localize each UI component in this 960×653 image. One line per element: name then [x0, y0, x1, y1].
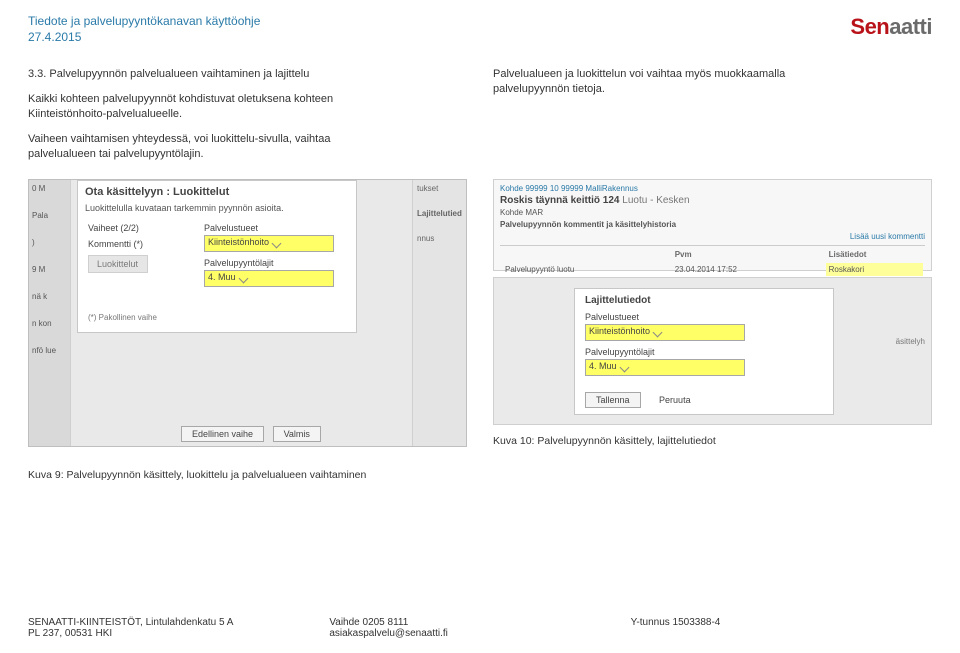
- request-sub: Kohde MAR: [500, 208, 925, 217]
- left-column: 3.3. Palvelupyynnön palvelualueen vaihta…: [28, 67, 467, 171]
- doc-title: Tiedote ja palvelupyyntökanavan käyttöoh…: [28, 14, 260, 30]
- table-header-row: Pvm Lisätiedot: [502, 248, 923, 261]
- cell-info: Roskakori: [826, 263, 923, 276]
- kuva10-caption: Kuva 10: Palvelupyynnön käsittely, lajit…: [493, 435, 932, 447]
- strip-text: nnus: [417, 234, 462, 243]
- panel-buttons: Edellinen vaihe Valmis: [181, 426, 327, 442]
- strip-text: tukset: [417, 184, 462, 193]
- prev-step-button[interactable]: Edellinen vaihe: [181, 426, 264, 442]
- palvelupyyntolajit-row: Palvelupyyntölajit 4. Muu: [204, 258, 344, 287]
- kuva10-top: Kohde 99999 10 99999 MalliRakennus Roski…: [493, 179, 932, 271]
- doc-date: 27.4.2015: [28, 30, 260, 46]
- palvelupyyntolajit-label: Palvelupyyntölajit: [585, 347, 823, 357]
- comments-heading: Palvelupyynnön kommentit ja käsittelyhis…: [500, 220, 925, 229]
- panel-subtitle: Luokittelulla kuvataan tarkemmin pyynnön…: [78, 203, 356, 219]
- footer-mid: Vaihde 0205 8111 asiakaspalvelu@senaatti…: [329, 617, 630, 639]
- kuva9-panel: Ota käsittelyyn : Luokittelut Luokittelu…: [77, 180, 357, 333]
- strip-text: äsittelyh: [896, 337, 925, 346]
- th-empty: [502, 248, 670, 261]
- palvelustueet-row: Palvelustueet Kiinteistönhoito: [204, 223, 344, 252]
- right-column: Palvelualueen ja luokittelun voi vaihtaa…: [493, 67, 932, 171]
- chevron-down-icon: [238, 273, 248, 283]
- kommentti-row: Kommentti (*): [88, 239, 198, 249]
- request-title: Roskis täynnä keittiö 124 Luotu - Kesken: [500, 195, 925, 206]
- paragraph-2: Vaiheen vaihtamisen yhteydessä, voi luok…: [28, 132, 467, 162]
- strip-text: Lajittelutiedot: [417, 209, 462, 218]
- form-left: Vaiheet (2/2) Kommentti (*) Luokittelut: [88, 223, 198, 273]
- strip-text: 9 M: [32, 265, 67, 274]
- kuva9-right-strip: tukset Lajittelutiedot nnus: [412, 180, 466, 446]
- kuva9-left-strip: 0 M Pala ) 9 M nä k n kon nfö lue: [29, 180, 71, 446]
- palvelustueet-label: Palvelustueet: [204, 223, 344, 233]
- palvelustueet-select[interactable]: Kiinteistönhoito: [204, 235, 334, 252]
- palvelupyyntolajit-row: Palvelupyyntölajit 4. Muu: [585, 347, 823, 376]
- vaiheet-label: Vaiheet (2/2): [88, 223, 198, 233]
- vaiheet-row: Vaiheet (2/2): [88, 223, 198, 233]
- header-left: Tiedote ja palvelupyyntökanavan käyttöoh…: [28, 14, 260, 45]
- form-right: Palvelustueet Kiinteistönhoito Palvelupy…: [204, 223, 344, 293]
- history-table: Pvm Lisätiedot Palvelupyyntö luotu 23.04…: [500, 245, 925, 278]
- palvelustueet-select[interactable]: Kiinteistönhoito: [585, 324, 745, 341]
- kuva9-caption: Kuva 9: Palvelupyynnön käsittely, luokit…: [28, 469, 467, 481]
- th-lisatiedot: Lisätiedot: [826, 248, 923, 261]
- done-button[interactable]: Valmis: [273, 426, 321, 442]
- body-columns: 3.3. Palvelupyynnön palvelualueen vaihta…: [28, 67, 932, 171]
- cell-event: Palvelupyyntö luotu: [502, 263, 670, 276]
- chevron-down-icon: [619, 362, 629, 372]
- luokittelut-chip[interactable]: Luokittelut: [88, 255, 148, 273]
- brand-logo: Senaatti: [850, 14, 932, 40]
- card-buttons: Tallenna Peruuta: [585, 392, 707, 408]
- kuva10-wrap: Kohde 99999 10 99999 MalliRakennus Roski…: [493, 179, 932, 481]
- page-footer: SENAATTI-KIINTEISTÖT, Lintulahdenkatu 5 …: [28, 617, 932, 639]
- kommentti-label: Kommentti (*): [88, 239, 198, 249]
- palvelustueet-label: Palvelustueet: [585, 312, 823, 322]
- strip-text: nä k: [32, 292, 67, 301]
- palvelupyyntolajit-select[interactable]: 4. Muu: [204, 270, 334, 287]
- chevron-down-icon: [653, 327, 663, 337]
- palvelupyyntolajit-select[interactable]: 4. Muu: [585, 359, 745, 376]
- strip-text: Pala: [32, 211, 67, 220]
- save-button[interactable]: Tallenna: [585, 392, 641, 408]
- cancel-button[interactable]: Peruuta: [649, 393, 701, 407]
- section-heading: 3.3. Palvelupyynnön palvelualueen vaihta…: [28, 67, 467, 82]
- kuva9-wrap: 0 M Pala ) 9 M nä k n kon nfö lue Ota kä…: [28, 179, 467, 481]
- cell-date: 23.04.2014 17:52: [672, 263, 824, 276]
- table-row: Palvelupyyntö luotu 23.04.2014 17:52 Ros…: [502, 263, 923, 276]
- logo-part-2: aatti: [889, 14, 932, 39]
- paragraph-1: Kaikki kohteen palvelupyynnöt kohdistuva…: [28, 92, 467, 122]
- card-title: Lajittelutiedot: [585, 295, 823, 306]
- panel-form: Vaiheet (2/2) Kommentti (*) Luokittelut …: [78, 219, 356, 303]
- breadcrumb[interactable]: Kohde 99999 10 99999 MalliRakennus: [500, 184, 925, 193]
- lajittelutiedot-card: Lajittelutiedot Palvelustueet Kiinteistö…: [574, 288, 834, 415]
- logo-part-1: Sen: [850, 14, 889, 39]
- page-header: Tiedote ja palvelupyyntökanavan käyttöoh…: [28, 14, 932, 45]
- paragraph-3: Palvelualueen ja luokittelun voi vaihtaa…: [493, 67, 932, 97]
- footer-left: SENAATTI-KIINTEISTÖT, Lintulahdenkatu 5 …: [28, 617, 329, 639]
- screenshots-row: 0 M Pala ) 9 M nä k n kon nfö lue Ota kä…: [28, 179, 932, 481]
- panel-title: Ota käsittelyyn : Luokittelut: [78, 181, 356, 203]
- th-pvm: Pvm: [672, 248, 824, 261]
- add-comment-link[interactable]: Lisää uusi kommentti: [500, 231, 925, 241]
- footer-right: Y-tunnus 1503388-4: [631, 617, 932, 639]
- chevron-down-icon: [272, 238, 282, 248]
- palvelupyyntolajit-label: Palvelupyyntölajit: [204, 258, 344, 268]
- kuva10-bottom: äsittelyh Lajittelutiedot Palvelustueet …: [493, 277, 932, 425]
- strip-text: n kon: [32, 319, 67, 328]
- kuva9-main: Ota käsittelyyn : Luokittelut Luokittelu…: [71, 180, 412, 446]
- kuva9-screenshot: 0 M Pala ) 9 M nä k n kon nfö lue Ota kä…: [28, 179, 467, 447]
- strip-text: nfö lue: [32, 346, 67, 355]
- palvelustueet-row: Palvelustueet Kiinteistönhoito: [585, 312, 823, 341]
- panel-note: (*) Pakollinen vaihe: [78, 303, 356, 332]
- strip-text: 0 M: [32, 184, 67, 193]
- strip-text: ): [32, 238, 67, 247]
